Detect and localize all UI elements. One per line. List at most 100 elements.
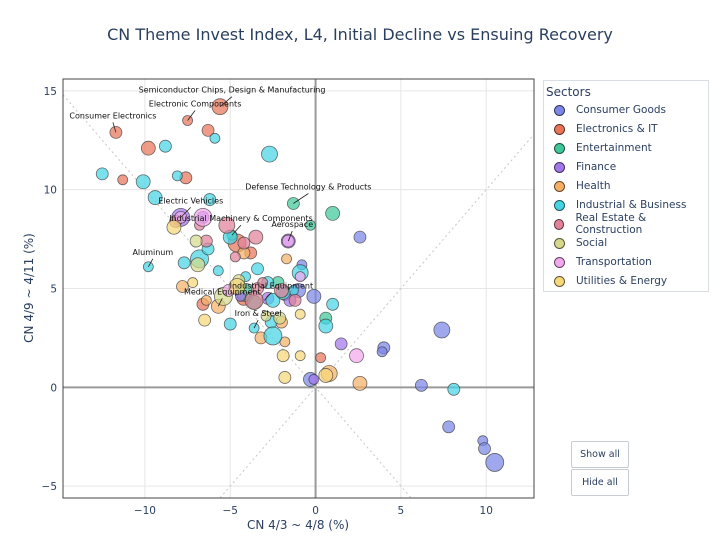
data-point [237, 236, 251, 250]
data-point [261, 145, 278, 163]
legend-swatch [554, 237, 565, 249]
data-point [349, 348, 364, 364]
data-point [353, 230, 367, 244]
data-point [263, 326, 283, 346]
data-point [228, 278, 246, 295]
data-point [248, 229, 264, 245]
x-tick-label: −10 [134, 505, 156, 517]
data-point [218, 216, 236, 234]
annotation-label: Electronic Components [149, 100, 242, 109]
data-point [315, 352, 327, 364]
data-point [212, 265, 224, 277]
legend-item[interactable]: Real Estate & Construction [554, 212, 708, 236]
data-point [352, 375, 368, 391]
annotations: Semiconductor Chips, Design & Manufactur… [69, 86, 371, 329]
data-point [260, 310, 272, 322]
data-point [265, 292, 281, 308]
legend-swatch [554, 275, 565, 287]
annotation-label: Industrial Equipment [230, 281, 314, 290]
y-tick-label: 15 [44, 86, 57, 98]
y-tick-label: −5 [42, 481, 57, 493]
data-point [433, 321, 451, 339]
tick-labels: −10 −5 0 5 10 −5 0 5 10 15 [42, 86, 493, 517]
annotation-arrow [217, 298, 223, 307]
legend-swatch [554, 199, 565, 211]
legend-swatch [554, 256, 565, 268]
data-point [414, 378, 428, 392]
legend-item[interactable]: Social [554, 234, 607, 252]
data-point [274, 283, 289, 298]
annotation-arrow [287, 230, 293, 242]
legend-label: Consumer Goods [576, 104, 666, 116]
legend-swatch [554, 123, 565, 135]
data-point [257, 277, 269, 288]
data-point [442, 420, 456, 434]
legend-item[interactable]: Health [554, 177, 610, 195]
data-point [176, 280, 189, 293]
annotation-arrow [253, 319, 259, 329]
legend-item[interactable]: Finance [554, 158, 616, 176]
legend-swatch [554, 104, 565, 116]
annotation-label: Industrial Machinery & Components [169, 214, 313, 223]
x-axis-title: CN 4/3 ~ 4/8 (%) [247, 518, 349, 532]
data-point [294, 308, 306, 320]
legend-swatch [554, 180, 565, 192]
x-tick-label: 10 [480, 505, 493, 517]
annotation-arrow [293, 193, 309, 204]
data-point [190, 257, 206, 273]
data-point [305, 219, 316, 231]
data-points [95, 98, 505, 472]
x-tick-label: 5 [398, 505, 405, 517]
legend-item[interactable]: Consumer Goods [554, 101, 666, 119]
show-all-button[interactable]: Show all [571, 441, 629, 468]
y-tick-label: 5 [50, 284, 57, 296]
annotation-arrow [112, 122, 117, 133]
data-point [198, 313, 212, 327]
data-point [193, 207, 213, 227]
x-tick-label: −5 [222, 505, 237, 517]
data-point [294, 271, 306, 283]
reference-line-positive [219, 134, 535, 499]
data-point [326, 297, 340, 311]
annotation-label: Aerospace [271, 220, 313, 229]
data-point [166, 219, 182, 235]
data-point [294, 350, 306, 362]
data-point [485, 453, 505, 472]
data-point [318, 368, 334, 383]
legend-label: Electronics & IT [576, 123, 658, 135]
data-point [117, 174, 129, 186]
data-point [276, 349, 290, 363]
annotation-label: Semiconductor Chips, Design & Manufactur… [139, 86, 326, 95]
hide-all-button[interactable]: Hide all [571, 469, 629, 496]
data-point [447, 382, 461, 396]
data-point [189, 234, 203, 248]
data-point [334, 337, 348, 351]
legend-label: Finance [576, 161, 617, 173]
data-point [135, 174, 151, 190]
legend-item[interactable]: Entertainment [554, 139, 652, 157]
data-point [273, 311, 287, 325]
legend-label: Utilities & Energy [576, 275, 668, 287]
legend-item[interactable]: Electronics & IT [554, 120, 658, 138]
annotation-label: Iron & Steel [235, 309, 282, 318]
annotation-arrow [187, 110, 196, 121]
annotation-arrow [219, 96, 233, 107]
data-point [187, 277, 199, 288]
data-point [223, 317, 237, 331]
data-point [203, 193, 217, 206]
legend-item[interactable]: Utilities & Energy [554, 272, 667, 290]
data-point [306, 289, 322, 304]
y-axis-title: CN 4/9 ~ 4/11 (%) [22, 233, 36, 343]
data-point [478, 442, 491, 455]
legend-label: Social [576, 237, 608, 249]
legend-item[interactable]: Transportation [554, 253, 652, 271]
chart-title: CN Theme Invest Index, L4, Initial Decli… [107, 25, 613, 44]
data-point [308, 374, 320, 385]
legend-item[interactable]: Industrial & Business [554, 196, 686, 214]
data-point [278, 371, 292, 384]
annotation-arrow [180, 207, 192, 218]
data-point [209, 132, 221, 144]
annotation-arrow [231, 224, 242, 236]
data-point [281, 253, 292, 265]
